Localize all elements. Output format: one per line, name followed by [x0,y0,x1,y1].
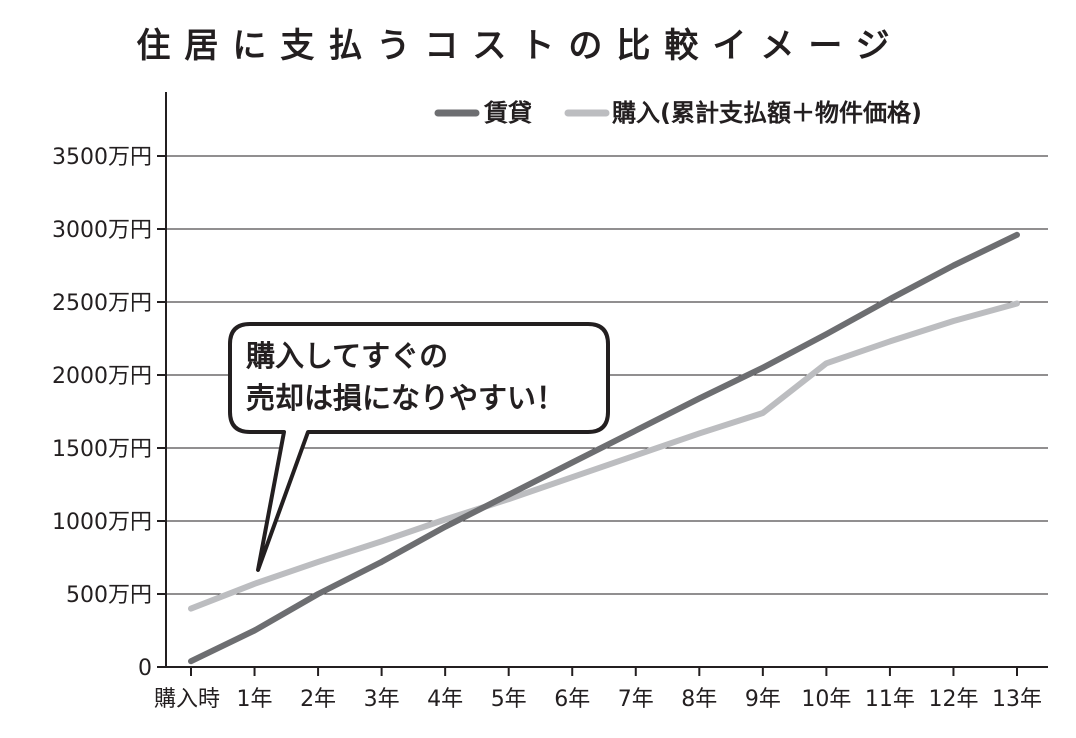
x-tick-label: 購入時 [154,687,220,712]
x-tick-label: 7年 [618,687,654,712]
y-tick-label: 1000万円 [52,510,152,535]
y-tick-label: 3500万円 [52,145,152,170]
x-tick-label: 6年 [554,687,590,712]
callout-line-2: 売却は損になりやすい！ [246,381,565,415]
x-tick-label: 13年 [992,687,1042,712]
legend-label-rental: 賃貸 [483,99,532,127]
y-tick-label: 0 [138,656,152,681]
callout-shape [228,322,610,572]
callout-bubble: 購入してすぐの 売却は損になりやすい！ [228,322,610,572]
series-lines [188,231,1020,665]
y-tick-label: 2000万円 [52,364,152,389]
x-tick-label: 1年 [237,687,273,712]
legend-label-purchase: 購入(累計支払額＋物件価格) [612,99,922,127]
axes [165,92,1048,668]
y-tick-label: 1500万円 [52,437,152,462]
legend: 賃貸 購入(累計支払額＋物件価格) [434,99,922,127]
x-tick-label: 11年 [865,687,915,712]
x-tick-label: 8年 [681,687,717,712]
x-tick-label: 2年 [300,687,336,712]
x-tick-label: 5年 [491,687,527,712]
chart-title: 住居に支払うコストの比較イメージ [136,26,904,66]
series-line-purchase [188,300,1020,612]
y-tick-labels: 0 500万円 1000万円 1500万円 2000万円 2500万円 3000万円 3500… [52,145,166,681]
x-tick-label: 4年 [427,687,463,712]
x-tick-label: 9年 [745,687,781,712]
callout-line-1: 購入してすぐの [246,339,448,373]
x-tick-label: 10年 [801,687,851,712]
y-tick-label: 3000万円 [52,218,152,243]
x-tick-label: 12年 [928,687,978,712]
x-tick-labels: 購入時 1年 2年 3年 4年 5年 6年 7年 8年 9年 10年 11年 12年 13年 [154,667,1042,712]
x-tick-label: 3年 [364,687,400,712]
series-line-rental [188,231,1020,665]
y-tick-label: 500万円 [66,583,152,608]
y-tick-label: 2500万円 [52,291,152,316]
